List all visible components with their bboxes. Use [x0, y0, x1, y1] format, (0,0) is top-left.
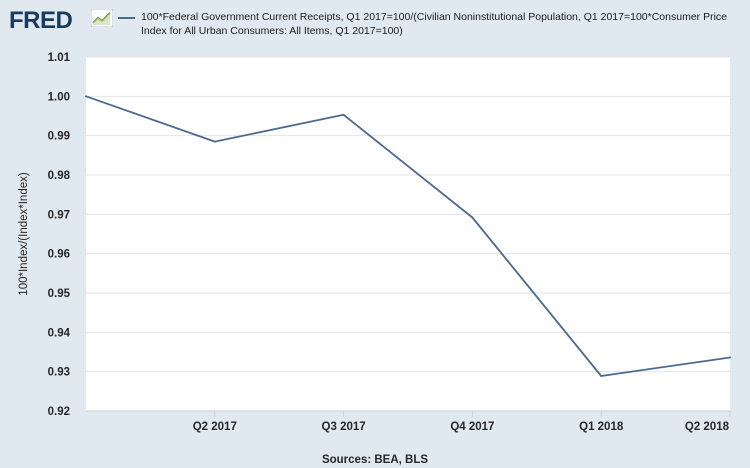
y-tick-label: 0.98 [48, 170, 71, 182]
y-axis-label: 100*Index/(Index*Index) [18, 172, 30, 296]
y-tick-label: 0.99 [48, 131, 70, 143]
data-point [600, 374, 603, 377]
data-point [471, 216, 474, 219]
y-tick-label: 1.00 [48, 91, 70, 103]
data-point [213, 140, 216, 143]
y-tick-label: 0.92 [48, 406, 70, 418]
source-note: Sources: BEA, BLS [322, 454, 428, 466]
x-tick-label: Q1 2018 [579, 421, 624, 433]
x-tick-label: Q2 2017 [193, 421, 237, 433]
x-tick-label: Q3 2017 [322, 421, 366, 433]
data-point [85, 95, 87, 98]
fred-logo: FRED [9, 7, 73, 34]
data-point [729, 356, 731, 359]
y-tick-label: 1.01 [48, 52, 71, 64]
y-tick-label: 0.96 [48, 249, 70, 261]
x-axis-ticks: Q2 2017 Q3 2017 Q4 2017 Q1 2018 Q2 2018 [193, 411, 731, 433]
legend-swatch [118, 17, 135, 19]
data-point [342, 113, 345, 116]
chart-header: FRED 100*Federal Government Current Rece… [0, 0, 750, 48]
y-tick-label: 0.97 [48, 209, 70, 221]
legend-label: 100*Federal Government Current Receipts,… [141, 11, 728, 37]
plot-area [86, 57, 730, 411]
series-group [85, 95, 731, 377]
x-tick-label: Q4 2017 [450, 421, 494, 433]
trend-line-icon [91, 9, 113, 27]
y-axis-ticks: 0.92 0.93 0.94 0.95 0.96 0.97 0.98 0.99 1.00 1.01 [48, 52, 71, 418]
y-tick-label: 0.94 [48, 327, 71, 339]
series-line [85, 95, 731, 377]
y-tick-label: 0.95 [48, 288, 71, 300]
y-tick-label: 0.93 [48, 367, 70, 379]
x-tick-label: Q2 2018 [685, 421, 730, 433]
